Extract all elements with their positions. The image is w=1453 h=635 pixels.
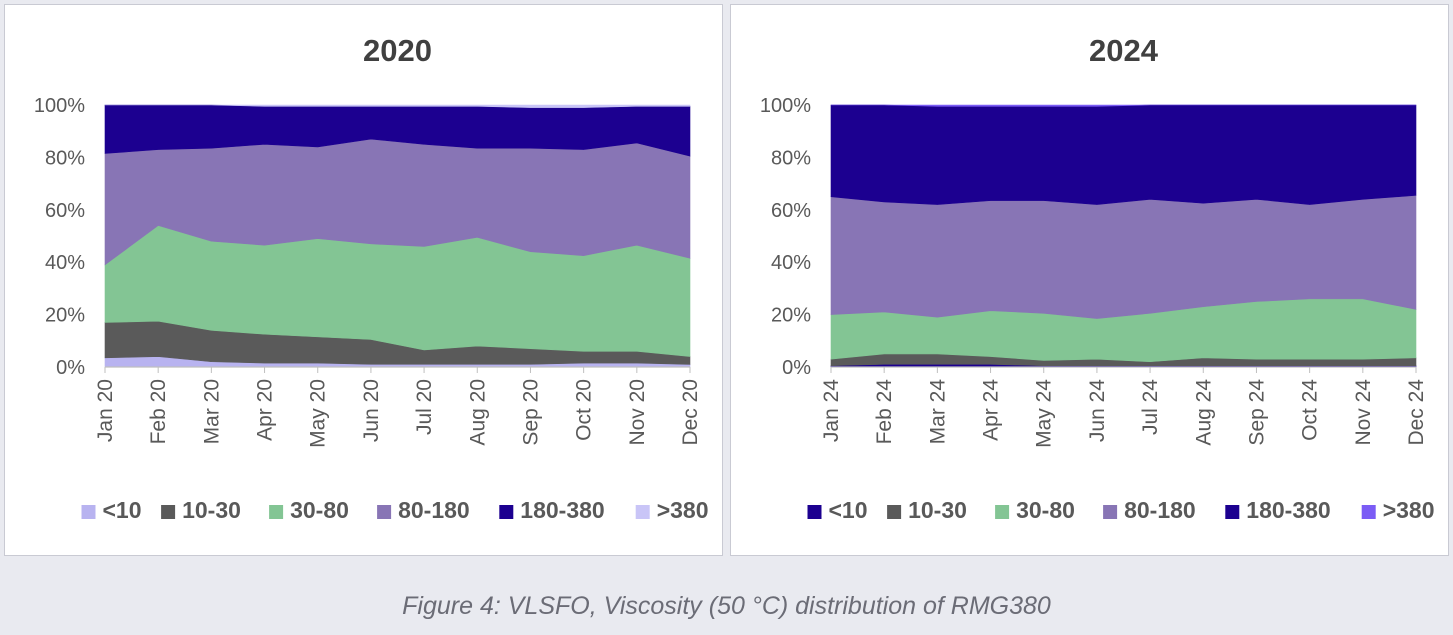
- x-tick-label: Feb 20: [147, 379, 170, 444]
- x-tick-label: Mar 24: [926, 379, 949, 445]
- y-tick-label: 0%: [782, 357, 811, 379]
- area-series--380: [831, 104, 1416, 107]
- y-tick-label: 20%: [771, 305, 811, 327]
- legend-label: 10-30: [908, 497, 967, 523]
- area-series--380: [105, 104, 691, 108]
- y-tick-label: 100%: [760, 95, 811, 117]
- x-tick-label: Jun 20: [360, 379, 383, 442]
- y-tick-label: 40%: [45, 252, 85, 274]
- legend-swatch: [1225, 505, 1240, 519]
- x-tick-label: Nov 24: [1352, 379, 1375, 446]
- legend-swatch: [995, 505, 1010, 519]
- legend-label: 180-380: [1246, 497, 1330, 523]
- chart-panel-2024: 2024 0% 20% 40% 60% 80% 100% Jan 24 Feb 24 Mar 24…: [730, 4, 1449, 556]
- chart-2024: 2024 0% 20% 40% 60% 80% 100% Jan 24 Feb 24 Mar 24…: [760, 33, 1435, 523]
- y-tick-label: 40%: [771, 252, 811, 274]
- legend-swatch: [807, 505, 822, 519]
- x-tick-label: Dec 24: [1405, 379, 1428, 446]
- x-tick-label: Apr 24: [980, 379, 1003, 441]
- x-tick-label: Oct 24: [1299, 379, 1322, 441]
- y-tick-label: 80%: [771, 147, 811, 169]
- x-tick-label: May 20: [307, 379, 330, 448]
- legend-swatch: [161, 505, 176, 519]
- chart-2020: 2020 0% 20% 40% 60% 80% 100% Jan 20 Feb 20 Mar 20…: [34, 33, 709, 523]
- legend-label: 30-80: [290, 497, 349, 523]
- legend-swatch: [269, 505, 284, 519]
- y-tick-label: 60%: [771, 200, 811, 222]
- legend-label: 180-380: [520, 497, 604, 523]
- x-tick-label: Jul 24: [1139, 379, 1162, 435]
- legend-label: 80-180: [398, 497, 470, 523]
- legend-label: <10: [829, 497, 868, 523]
- chart-title: 2024: [1089, 33, 1159, 68]
- legend-swatch: [635, 505, 650, 519]
- chart-title: 2020: [363, 33, 432, 68]
- figure-caption: Figure 4: VLSFO, Viscosity (50 °C) distr…: [402, 592, 1051, 620]
- x-tick-label: Aug 24: [1192, 379, 1215, 446]
- x-tick-label: Jun 24: [1086, 379, 1109, 442]
- legend-swatch: [377, 505, 392, 519]
- legend-label: >380: [1383, 497, 1435, 523]
- y-tick-label: 80%: [45, 147, 85, 169]
- x-tick-label: Aug 20: [466, 379, 489, 446]
- x-tick-label: Jan 24: [820, 379, 843, 442]
- x-tick-label: Feb 24: [873, 379, 896, 445]
- x-tick-label: Sep 20: [519, 379, 542, 446]
- legend-label: 30-80: [1016, 497, 1075, 523]
- x-tick-label: May 24: [1033, 379, 1056, 448]
- legend-label: <10: [103, 497, 142, 523]
- legend-swatch: [81, 505, 96, 519]
- x-tick-label: Mar 20: [200, 379, 223, 444]
- y-tick-label: 60%: [45, 200, 85, 222]
- legend-swatch: [499, 505, 514, 519]
- y-tick-label: 100%: [34, 95, 85, 117]
- x-tick-label: Sep 24: [1245, 379, 1268, 446]
- x-tick-label: Apr 20: [254, 379, 277, 441]
- legend-swatch: [887, 505, 902, 519]
- y-tick-label: 20%: [45, 305, 85, 327]
- x-tick-label: Jul 20: [413, 379, 436, 435]
- x-tick-label: Dec 20: [679, 379, 702, 446]
- y-tick-label: 0%: [56, 357, 85, 379]
- x-tick-label: Oct 20: [573, 379, 596, 441]
- area-series-180-380: [830, 104, 1417, 205]
- legend-swatch: [1361, 505, 1376, 519]
- legend-label: >380: [657, 497, 709, 523]
- legend-swatch: [1103, 505, 1118, 519]
- legend-label: 80-180: [1124, 497, 1196, 523]
- x-tick-label: Nov 20: [626, 379, 649, 446]
- legend-label: 10-30: [182, 497, 241, 523]
- chart-panel-2020: 2020 0% 20% 40% 60% 80% 100% Jan 20 Feb 20 Mar 20…: [4, 4, 723, 556]
- x-tick-label: Jan 20: [94, 379, 117, 442]
